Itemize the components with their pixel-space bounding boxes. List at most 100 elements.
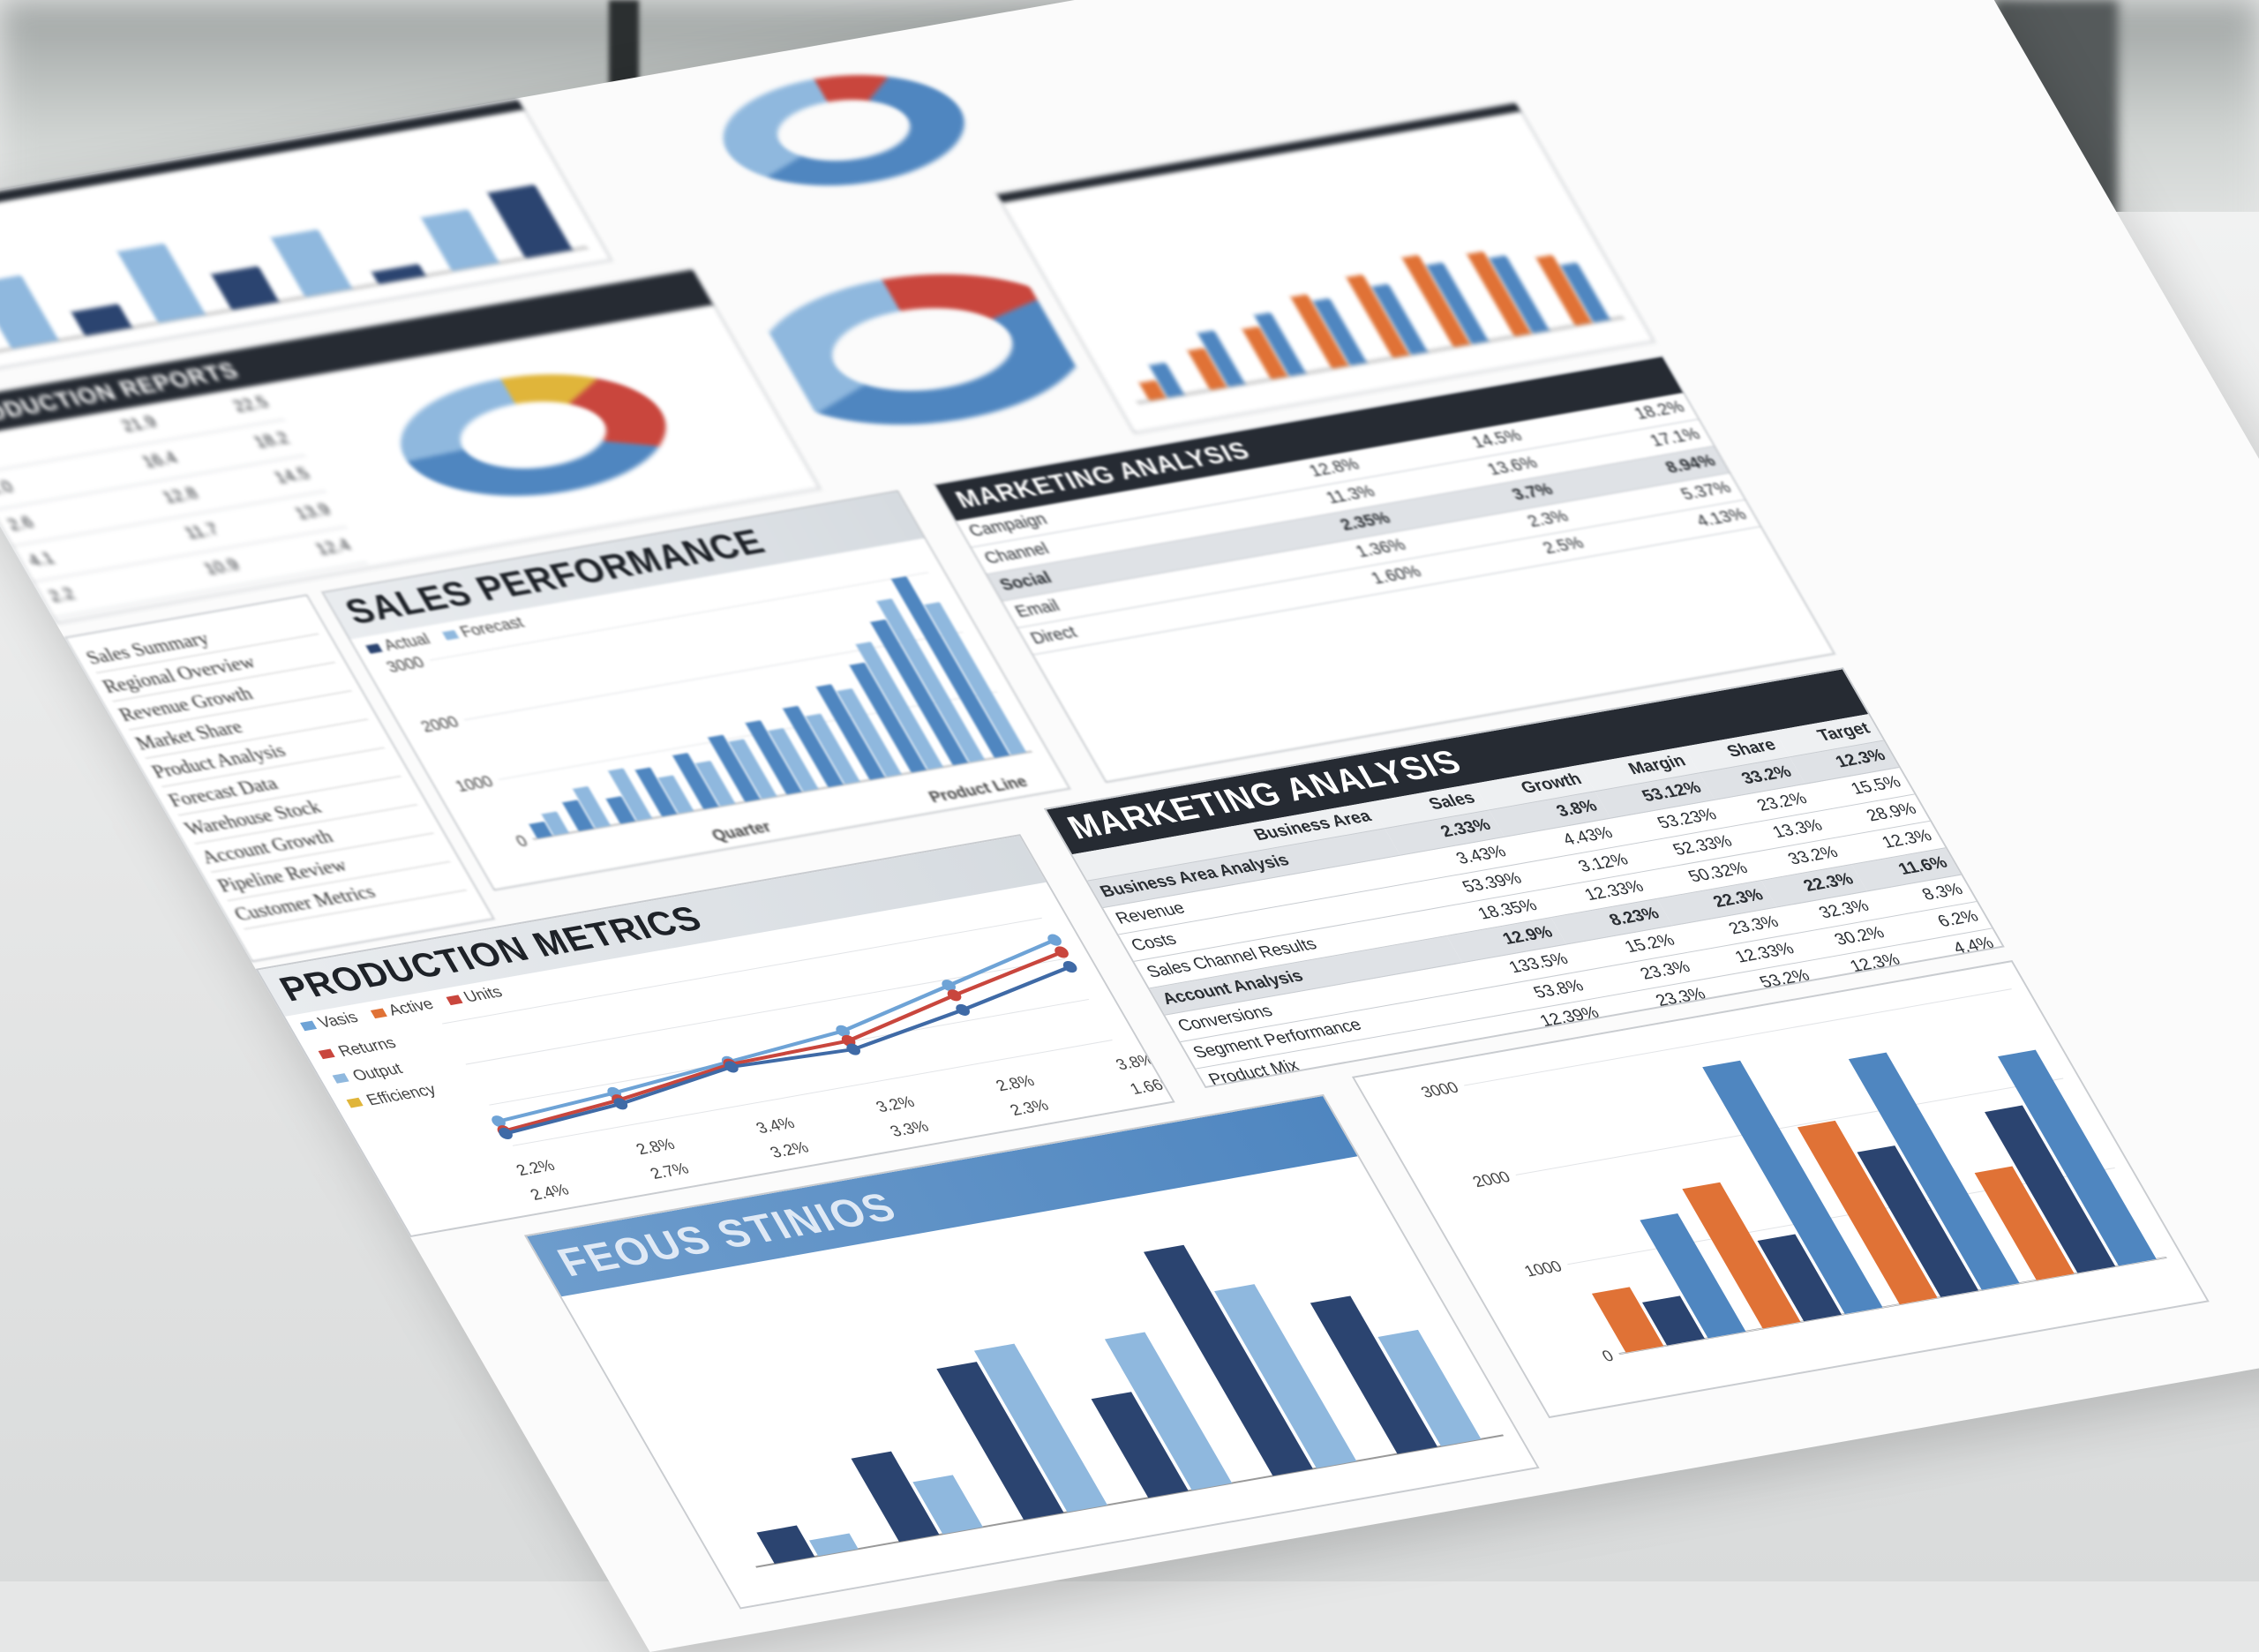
bar	[1560, 262, 1610, 323]
gridline	[1463, 988, 2012, 1086]
percent-label: 3.3%	[887, 1117, 932, 1140]
gridline	[532, 750, 1032, 840]
legend-label: Returns	[334, 1033, 399, 1060]
x-axis-label: Quarter	[709, 818, 775, 845]
x-axis	[755, 1434, 1505, 1568]
donut-segment	[407, 440, 660, 496]
right-chart-panel: 3000 2000 1000 0	[1351, 960, 2210, 1419]
donut-segment	[500, 374, 598, 404]
bar	[936, 1362, 1064, 1521]
bar	[421, 209, 499, 272]
right-bar-chart: 3000 2000 1000 0	[1417, 988, 2167, 1364]
percent-label: 3.2%	[767, 1138, 812, 1161]
bar	[529, 821, 553, 839]
percent-label: 3.2%	[873, 1093, 918, 1115]
bar	[837, 688, 902, 777]
percent-label: 3.8%	[1113, 1050, 1158, 1073]
bar	[1757, 1234, 1842, 1322]
gridline	[512, 1040, 1113, 1146]
donut-panel-top	[589, 12, 1099, 249]
bar	[1974, 1166, 2075, 1280]
donut-segment	[882, 274, 1049, 319]
bar	[756, 1525, 815, 1564]
bar	[1091, 1392, 1189, 1498]
top-bar-chart	[0, 184, 589, 364]
bar	[694, 760, 736, 807]
bar	[768, 728, 819, 792]
gridline	[498, 691, 998, 780]
percent-label: 3.4%	[753, 1114, 798, 1137]
bar	[1242, 326, 1288, 379]
bar	[1104, 1332, 1233, 1491]
legend-label: Vasis	[314, 1008, 362, 1032]
bar	[487, 184, 573, 259]
legend-swatch	[346, 1097, 364, 1108]
bar	[1426, 262, 1489, 344]
production-metrics-panel: PRODUCTION METRICS Vasis Active Units Re…	[255, 834, 1175, 1238]
sales-performance-panel: SALES PERFORMANCE Actual Forecast 3000 20…	[320, 490, 1071, 891]
orange-blue-panel	[994, 101, 1655, 434]
series-line	[503, 950, 1063, 1133]
bar	[371, 263, 426, 284]
data-point	[724, 1061, 739, 1073]
gridline	[463, 631, 964, 721]
legend-swatch	[446, 995, 463, 1006]
legend-label: Active	[384, 995, 437, 1019]
bar	[1310, 1295, 1438, 1454]
data-point	[836, 1025, 851, 1037]
bar	[1985, 1105, 2116, 1273]
bar	[1640, 1213, 1746, 1339]
percent-label: 2.8%	[993, 1071, 1038, 1094]
y-tick-label: 3000	[1417, 1078, 1461, 1101]
bar	[1346, 274, 1410, 358]
bar	[1371, 283, 1428, 355]
gridline	[441, 917, 1042, 1025]
y-tick-label: 2000	[417, 713, 462, 736]
data-point	[492, 1115, 506, 1128]
bar	[851, 1451, 940, 1543]
percent-label: 2.7%	[647, 1160, 692, 1183]
series-line	[504, 965, 1072, 1136]
bar	[1797, 1120, 1938, 1305]
legend-label: Actual	[379, 629, 433, 655]
bar	[708, 734, 761, 802]
donut-segment	[568, 378, 666, 447]
bar	[1489, 255, 1550, 334]
bar	[1401, 254, 1471, 348]
data-point	[1047, 934, 1062, 946]
bar	[805, 713, 860, 785]
bar	[1290, 294, 1349, 369]
legend-swatch	[442, 629, 460, 641]
donut-segment	[401, 379, 516, 462]
data-point	[499, 1127, 513, 1140]
bar	[1138, 379, 1167, 402]
bar	[1848, 1052, 2020, 1290]
y-tick-label: 0	[513, 832, 531, 850]
donut-group	[401, 374, 666, 496]
percent-label: 2.8%	[633, 1135, 678, 1158]
bar	[562, 800, 595, 831]
legend-label: Output	[349, 1059, 406, 1084]
donut-segment	[723, 79, 828, 177]
data-point	[1062, 960, 1077, 973]
legend-label: Efficiency	[363, 1080, 439, 1108]
bar	[1682, 1182, 1801, 1329]
bar	[815, 684, 885, 780]
y-tick-label: 1000	[1520, 1258, 1565, 1280]
donut-chart	[723, 75, 964, 186]
donut-group	[723, 75, 964, 186]
bar	[1857, 1145, 1979, 1297]
percent-label: 2.4%	[527, 1181, 572, 1204]
legend-swatch	[318, 1048, 335, 1060]
bar	[0, 274, 59, 349]
legend-label: Units	[460, 982, 506, 1006]
bar	[1149, 362, 1185, 398]
data-point	[942, 980, 956, 992]
bar	[657, 775, 694, 814]
x-axis-label: Product Line	[926, 772, 1031, 806]
data-point	[947, 989, 962, 1002]
donut-segment	[814, 75, 889, 102]
bar	[605, 796, 636, 824]
bar	[1377, 1329, 1482, 1446]
series-line	[497, 938, 1056, 1123]
